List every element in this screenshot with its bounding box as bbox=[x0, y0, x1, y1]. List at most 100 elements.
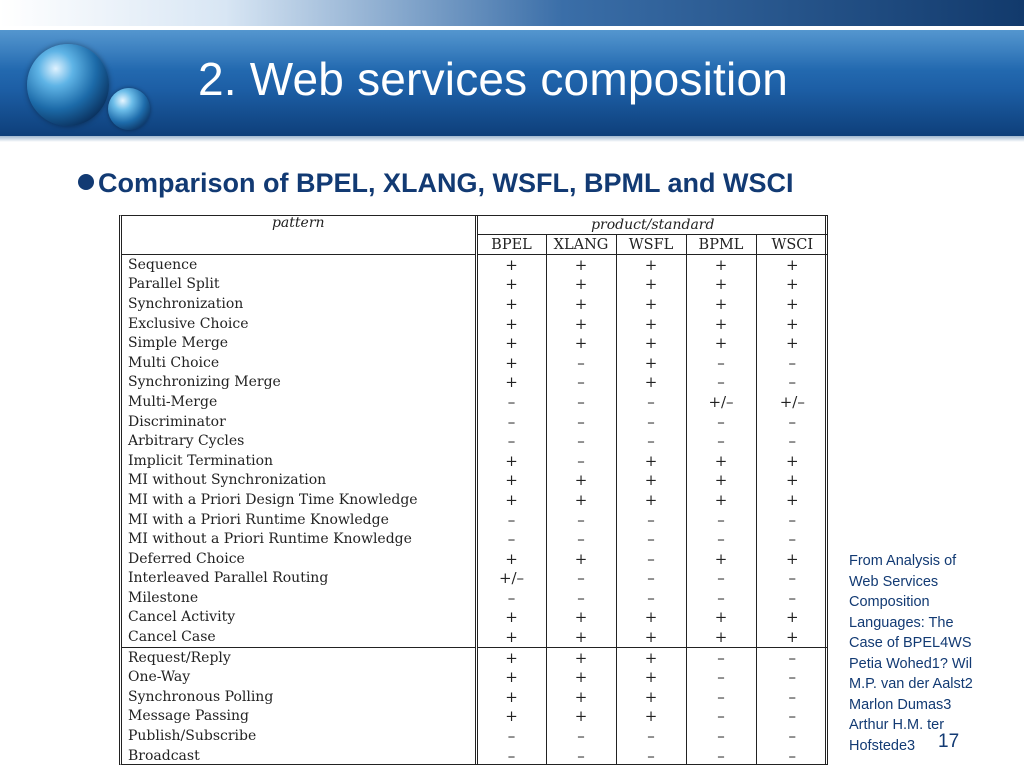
support-value-cell: – bbox=[686, 568, 757, 589]
support-value-cell: + bbox=[785, 314, 799, 333]
support-value-cell: + bbox=[476, 706, 547, 727]
title-band bbox=[0, 30, 1024, 136]
support-value-cell: – bbox=[788, 432, 797, 451]
table-row: Request/Reply + + + – – bbox=[122, 646, 829, 668]
caption-line: Web Services bbox=[849, 573, 939, 590]
table-row: Parallel Split + + + + + bbox=[122, 274, 828, 295]
support-value-cell: + bbox=[476, 667, 547, 688]
table-row: Arbitrary Cycles – – – – – bbox=[122, 431, 828, 451]
pattern-name-cell: Synchronizing Merge bbox=[122, 372, 478, 393]
table-row: Synchronous Polling + + + – – bbox=[122, 687, 828, 707]
column-header-row: BPEL XLANG WSFL BPML WSCI bbox=[122, 234, 829, 255]
table-row: Message Passing + + + – – bbox=[122, 706, 828, 727]
caption-line: Languages: The bbox=[849, 614, 954, 631]
bullet-text: Comparison of BPEL, XLANG, WSFL, BPML an… bbox=[98, 168, 794, 198]
table-right-border bbox=[825, 215, 828, 765]
support-value-cell: – bbox=[686, 431, 757, 451]
support-value-cell: – bbox=[686, 687, 757, 707]
source-caption: From Analysis of Web Services Composition L… bbox=[849, 551, 1009, 756]
support-value-cell: – bbox=[616, 431, 687, 451]
pattern-name-cell: Synchronization bbox=[122, 294, 478, 314]
support-value-cell: + bbox=[476, 607, 547, 628]
support-value-cell: + bbox=[686, 627, 757, 648]
support-value-cell: – bbox=[686, 529, 757, 549]
table-row: Interleaved Parallel Routing +/– – – – – bbox=[122, 568, 828, 589]
support-value-cell: – bbox=[616, 726, 687, 746]
support-value-cell: + bbox=[546, 313, 617, 334]
pattern-name-cell: MI without Synchronization bbox=[122, 470, 478, 491]
support-value-cell: – bbox=[476, 588, 547, 608]
support-value-cell: – bbox=[476, 431, 547, 451]
support-value-cell: +/– bbox=[686, 392, 757, 412]
pattern-name-cell: Simple Merge bbox=[122, 333, 478, 353]
support-value-cell: + bbox=[616, 294, 687, 314]
support-value-cell: + bbox=[785, 275, 799, 294]
support-value-cell: – bbox=[616, 392, 687, 412]
support-value-cell: – bbox=[546, 352, 617, 373]
support-value-cell: +/– bbox=[476, 568, 547, 589]
support-value-cell: – bbox=[788, 569, 797, 588]
table-row: MI without Synchronization + + + + + bbox=[122, 470, 828, 491]
support-value-cell: – bbox=[616, 411, 687, 432]
table-row: Multi Choice + – + – – bbox=[122, 352, 828, 373]
support-value-cell: + bbox=[785, 334, 799, 353]
support-value-cell: – bbox=[686, 372, 757, 393]
support-value-cell: – bbox=[546, 588, 617, 608]
support-value-cell: + bbox=[546, 470, 617, 491]
support-value-cell: +/– bbox=[779, 392, 805, 411]
title-band-bottom-edge bbox=[0, 136, 1024, 142]
page-number: 17 bbox=[938, 731, 960, 752]
globe-logo-large-icon bbox=[27, 44, 109, 126]
caption-line: Hofstede3 bbox=[849, 737, 916, 754]
support-value-cell: – bbox=[476, 726, 547, 746]
support-value-cell: + bbox=[686, 548, 757, 569]
pattern-name-cell: Deferred Choice bbox=[122, 548, 478, 569]
support-value-cell: – bbox=[788, 510, 797, 529]
pattern-name-cell: Broadcast bbox=[122, 745, 478, 766]
support-value-cell: + bbox=[686, 294, 757, 314]
caption-line: Case of BPEL4WS bbox=[849, 635, 972, 651]
caption-line: From Analysis of bbox=[849, 553, 957, 569]
support-value-cell: – bbox=[616, 509, 687, 530]
pattern-name-cell: Parallel Split bbox=[122, 274, 478, 295]
support-value-cell: + bbox=[546, 607, 617, 628]
support-value-cell: – bbox=[788, 707, 797, 726]
support-value-cell: + bbox=[476, 352, 547, 373]
bullet-dot-icon bbox=[78, 174, 94, 190]
support-value-cell: – bbox=[686, 745, 757, 766]
support-value-cell: – bbox=[616, 548, 687, 569]
support-value-cell: + bbox=[616, 352, 687, 373]
pattern-name-cell: One-Way bbox=[122, 667, 478, 688]
table-row: Implicit Termination + – + + + bbox=[122, 450, 828, 471]
pattern-name-cell: Exclusive Choice bbox=[122, 313, 478, 334]
slide-title: 2. Web services composition bbox=[198, 53, 789, 105]
bullet-heading: Comparison of BPEL, XLANG, WSFL, BPML an… bbox=[78, 168, 794, 199]
pattern-name-cell: Message Passing bbox=[122, 706, 478, 727]
support-value-cell: + bbox=[546, 294, 617, 314]
pattern-name-cell: MI with a Priori Runtime Knowledge bbox=[122, 509, 478, 530]
table-row: Deferred Choice + + – + + bbox=[122, 548, 828, 569]
support-value-cell: – bbox=[476, 509, 547, 530]
caption-line: Marlon Dumas3 bbox=[849, 696, 952, 713]
support-value-cell: + bbox=[546, 254, 617, 275]
support-value-cell: + bbox=[785, 471, 799, 490]
support-value-cell: + bbox=[476, 548, 547, 569]
support-value-cell: – bbox=[476, 745, 547, 766]
support-value-cell: – bbox=[686, 352, 757, 373]
support-value-cell: – bbox=[686, 588, 757, 608]
product-standard-header: product/standard bbox=[476, 215, 829, 235]
support-value-cell: – bbox=[788, 687, 797, 706]
support-value-cell: – bbox=[546, 392, 617, 412]
support-value-cell: – bbox=[476, 392, 547, 412]
table-row: Cancel Case + + + + + bbox=[122, 627, 828, 648]
pattern-name-cell: Implicit Termination bbox=[122, 450, 478, 471]
table-row: One-Way + + + – – bbox=[122, 667, 828, 688]
support-value-cell: + bbox=[476, 372, 547, 393]
support-value-cell: – bbox=[788, 373, 797, 392]
support-value-cell: + bbox=[546, 667, 617, 688]
pattern-name-cell: Cancel Case bbox=[122, 627, 478, 648]
support-value-cell: + bbox=[785, 255, 799, 274]
support-value-cell: + bbox=[785, 490, 799, 509]
support-value-cell: + bbox=[476, 470, 547, 491]
table-row: MI without a Priori Runtime Knowledge – – –… bbox=[122, 529, 828, 549]
